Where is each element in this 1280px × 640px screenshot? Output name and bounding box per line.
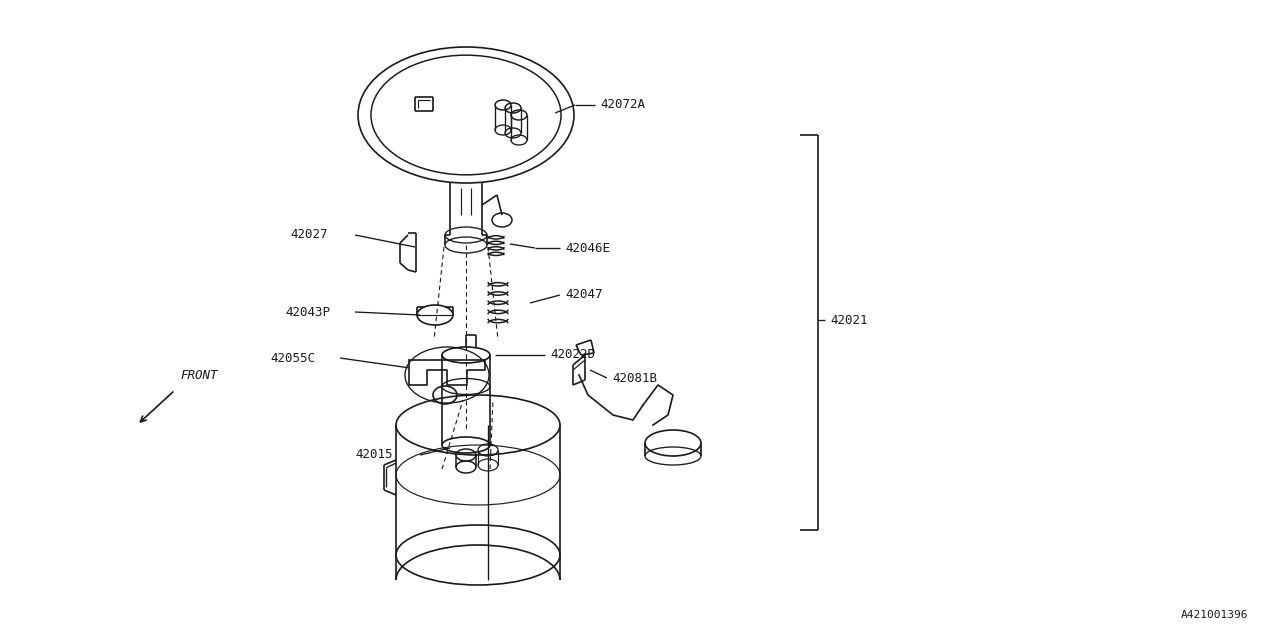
Text: A421001396: A421001396 bbox=[1180, 610, 1248, 620]
Text: 42015: 42015 bbox=[355, 449, 393, 461]
Text: 42072A: 42072A bbox=[600, 99, 645, 111]
Text: 42047: 42047 bbox=[564, 289, 603, 301]
Text: 42055C: 42055C bbox=[270, 351, 315, 365]
Text: 42046E: 42046E bbox=[564, 241, 611, 255]
Text: 42022D: 42022D bbox=[550, 349, 595, 362]
Text: 42043P: 42043P bbox=[285, 305, 330, 319]
Text: 42027: 42027 bbox=[291, 228, 328, 241]
Text: FRONT: FRONT bbox=[180, 369, 218, 382]
Text: 42021: 42021 bbox=[829, 314, 868, 326]
Text: 42081B: 42081B bbox=[612, 371, 657, 385]
